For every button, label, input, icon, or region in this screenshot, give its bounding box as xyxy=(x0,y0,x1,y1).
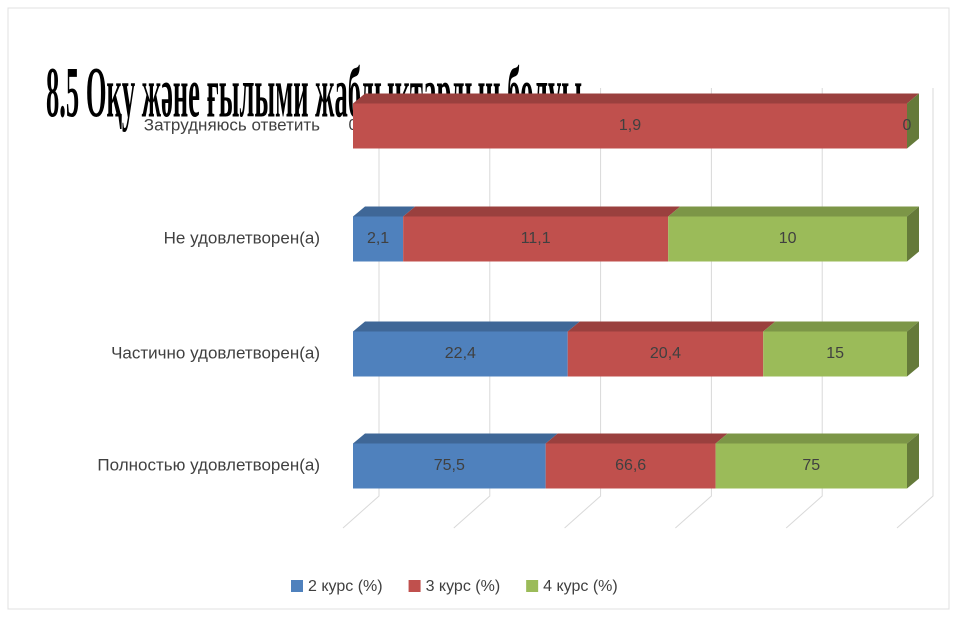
bar-front xyxy=(353,103,907,149)
data-label: 11,1 xyxy=(521,230,551,247)
bar-top xyxy=(353,433,558,444)
bar-front xyxy=(567,331,764,377)
category-label: Частично удовлетворен(а) xyxy=(111,343,320,362)
bar-front xyxy=(353,331,568,377)
data-label: 22,4 xyxy=(445,345,476,362)
bar-top xyxy=(403,206,681,217)
category-label: Не удовлетворен(а) xyxy=(164,228,320,247)
bar-segment xyxy=(545,433,728,489)
data-label: 10 xyxy=(779,230,797,247)
data-label: 2,1 xyxy=(367,230,389,247)
bar-top xyxy=(567,321,776,332)
bar-top xyxy=(353,93,919,104)
legend-swatch xyxy=(526,580,539,592)
bar-front xyxy=(403,216,669,262)
data-label: 66,6 xyxy=(615,457,646,474)
bar-top xyxy=(763,321,919,332)
bar-front xyxy=(668,216,907,262)
data-label: 0 xyxy=(903,117,912,134)
bar-segment xyxy=(353,433,558,489)
category-label: Полностью удовлетворен(а) xyxy=(97,455,320,474)
bar-side xyxy=(907,321,919,377)
legend-label: 4 курс (%) xyxy=(543,578,618,595)
bar-front xyxy=(715,443,907,489)
bar-front xyxy=(353,216,404,262)
bar-top xyxy=(668,206,919,217)
bar-segment xyxy=(715,433,919,489)
data-label: 75 xyxy=(802,457,820,474)
bar-segment xyxy=(353,206,416,262)
data-label: 1,9 xyxy=(619,117,641,134)
legend-swatch xyxy=(291,580,303,592)
bar-segment xyxy=(567,321,776,377)
bar-side xyxy=(907,93,919,149)
legend-swatch xyxy=(408,580,421,592)
bar-front xyxy=(545,443,716,489)
bar-front xyxy=(763,331,907,377)
bar-front xyxy=(353,443,546,489)
bar-side xyxy=(907,206,919,262)
category-label: Затрудняюсь ответить xyxy=(144,115,320,134)
bar-segment xyxy=(668,206,919,262)
bar-top xyxy=(715,433,919,444)
chart-border xyxy=(7,7,950,610)
bar-segment xyxy=(403,206,681,262)
bar-segment xyxy=(907,93,919,149)
bar-segment xyxy=(353,93,919,149)
data-label: 20,4 xyxy=(650,345,681,362)
bar-top xyxy=(353,206,416,217)
legend-label: 2 курс (%) xyxy=(308,578,383,595)
data-label: 15 xyxy=(826,345,844,362)
data-label: 75,5 xyxy=(434,457,465,474)
bar-top xyxy=(353,321,580,332)
legend-label: 3 курс (%) xyxy=(426,578,501,595)
bar-segment xyxy=(353,321,580,377)
grid-line xyxy=(896,88,934,529)
bar-segment xyxy=(763,321,919,377)
bar-top xyxy=(545,433,728,444)
bar-side xyxy=(907,433,919,489)
